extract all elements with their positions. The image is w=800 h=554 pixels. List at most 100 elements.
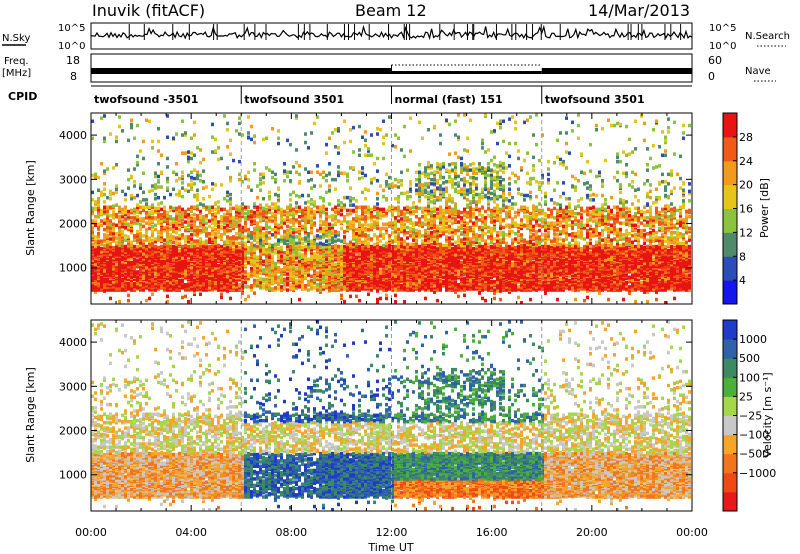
data-cell [181, 233, 184, 237]
data-cell [109, 193, 112, 197]
data-cell [145, 119, 148, 123]
data-cell [232, 220, 235, 224]
data-cell [127, 239, 130, 243]
data-cell [121, 215, 124, 219]
data-cell [211, 206, 214, 210]
data-cell [229, 193, 232, 197]
data-cell [211, 227, 214, 231]
data-cell [115, 184, 118, 188]
data-cell [157, 127, 160, 131]
data-cell [121, 190, 124, 194]
data-cell [187, 259, 190, 263]
data-cell [178, 209, 181, 213]
data-cell [229, 207, 232, 211]
nsky-tick-bottom: 10^0 [58, 41, 85, 52]
data-cell [115, 263, 118, 267]
data-cell [148, 190, 151, 194]
data-cell [190, 206, 193, 210]
data-cell [235, 242, 238, 246]
data-cell [193, 213, 196, 217]
data-cell [103, 193, 106, 197]
data-cell [214, 138, 217, 142]
data-cell [208, 219, 211, 223]
data-cell [223, 232, 226, 236]
data-cell [196, 204, 199, 208]
data-cell [127, 235, 130, 239]
data-cell [148, 211, 151, 215]
data-cell [130, 194, 133, 198]
data-cell [163, 226, 166, 230]
data-cell [199, 210, 202, 214]
data-cell [127, 223, 130, 227]
data-cell [238, 246, 241, 250]
data-cell [199, 161, 202, 165]
data-cell [184, 189, 187, 193]
data-cell [115, 271, 118, 275]
data-cell [202, 186, 205, 190]
data-cell [181, 133, 184, 137]
data-cell [229, 224, 232, 228]
data-cell [187, 174, 190, 178]
data-cell [118, 125, 121, 129]
data-cell [226, 229, 229, 233]
data-cell [94, 219, 97, 223]
data-cell [169, 209, 172, 213]
data-cell [118, 206, 121, 210]
data-cell [175, 193, 178, 197]
data-cell [145, 211, 148, 215]
data-cell [175, 236, 178, 240]
data-cell [142, 252, 145, 256]
data-cell [214, 238, 217, 242]
data-cell [199, 148, 202, 152]
data-cell [229, 176, 232, 180]
data-cell [181, 296, 184, 300]
data-cell [145, 221, 148, 225]
data-cell [190, 237, 193, 241]
data-cell [166, 211, 169, 215]
data-cell [175, 215, 178, 219]
data-cell [172, 137, 175, 141]
data-cell [133, 137, 136, 141]
data-cell [106, 210, 109, 214]
data-cell [178, 242, 181, 246]
data-cell [226, 166, 229, 170]
freq-tick-top: 18 [66, 54, 80, 67]
data-cell [202, 215, 205, 219]
data-cell [193, 177, 196, 181]
data-cell [121, 230, 124, 234]
data-cell [139, 206, 142, 210]
data-cell [103, 137, 106, 141]
beam-title: Beam 12 [355, 1, 427, 20]
data-cell [175, 207, 178, 211]
data-cell [109, 223, 112, 227]
data-cell [139, 211, 142, 215]
data-cell [184, 131, 187, 135]
data-cell [238, 227, 241, 231]
data-cell [94, 207, 97, 211]
data-cell [115, 163, 118, 167]
data-cell [124, 264, 127, 268]
data-cell [109, 197, 112, 201]
data-cell [181, 151, 184, 155]
data-cell [103, 233, 106, 237]
data-cell [97, 197, 100, 201]
data-cell [115, 203, 118, 207]
data-cell [220, 233, 223, 237]
data-cell [94, 200, 97, 204]
data-cell [115, 232, 118, 236]
data-cell [181, 186, 184, 190]
data-cell [130, 175, 133, 179]
data-cell [97, 189, 100, 193]
cpid-panel: twofsound -3501 twofsound 3501 normal (fas… [8, 86, 692, 106]
data-cell [187, 160, 190, 164]
data-cell [109, 132, 112, 136]
data-cell [190, 266, 193, 270]
data-cell [208, 225, 211, 229]
data-cell [232, 207, 235, 211]
data-cell [151, 203, 154, 207]
data-cell [112, 229, 115, 233]
data-cell [106, 234, 109, 238]
data-cell [94, 263, 97, 267]
data-cell [130, 224, 133, 228]
data-cell [187, 300, 190, 304]
